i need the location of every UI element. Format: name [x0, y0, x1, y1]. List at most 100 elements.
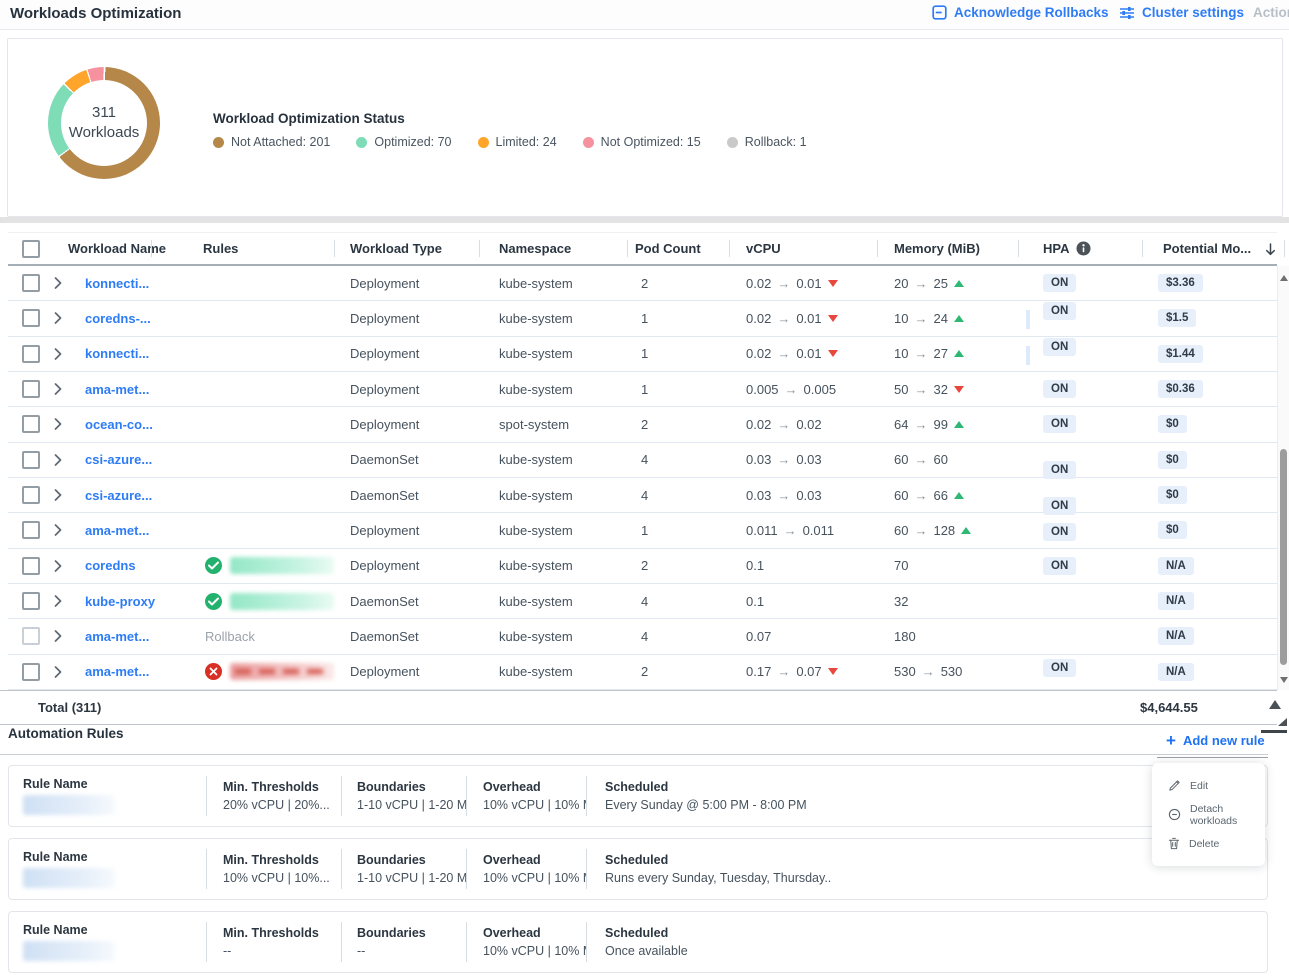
- workload-name-link[interactable]: ama-met...: [85, 629, 149, 644]
- expand-chevron-icon[interactable]: [54, 312, 62, 324]
- redacted-rule-name: [23, 795, 115, 815]
- scroll-up-arrow-icon[interactable]: [1280, 275, 1288, 281]
- detach-icon: [1168, 808, 1181, 821]
- column-header-namespace[interactable]: Namespace: [479, 233, 627, 264]
- column-header-rules[interactable]: Rules: [151, 233, 334, 264]
- redacted-rule-name: [23, 941, 115, 961]
- column-header-vcpu[interactable]: vCPU: [729, 233, 877, 264]
- sort-descending-icon[interactable]: [1264, 242, 1277, 256]
- workload-name-link[interactable]: ama-met...: [85, 382, 149, 397]
- expand-chevron-icon[interactable]: [54, 666, 62, 678]
- table-scrollbar[interactable]: [1277, 266, 1289, 690]
- section-divider: [0, 217, 1289, 223]
- scroll-down-arrow-icon[interactable]: [1280, 677, 1288, 683]
- column-header-workload-type[interactable]: Workload Type: [334, 233, 479, 264]
- expand-chevron-icon[interactable]: [54, 524, 62, 536]
- column-header-potential-savings[interactable]: Potential Mo...: [1142, 233, 1285, 264]
- row-checkbox[interactable]: [22, 345, 40, 363]
- total-savings-value: $4,644.55: [1140, 700, 1198, 715]
- expand-chevron-icon[interactable]: [54, 454, 62, 466]
- row-checkbox[interactable]: [22, 663, 40, 681]
- memory-cell: 530530: [877, 664, 1018, 679]
- automation-rule-card: Rule NameMin. Thresholds--Boundaries--Ov…: [8, 911, 1268, 973]
- workload-name-link[interactable]: csi-azure...: [85, 452, 152, 467]
- acknowledge-rollbacks-button[interactable]: Acknowledge Rollbacks: [932, 5, 1109, 20]
- add-new-rule-button[interactable]: + Add new rule: [1166, 733, 1265, 748]
- expand-chevron-icon[interactable]: [54, 277, 62, 289]
- table-row: konnecti...Deploymentkube-system20.020.0…: [8, 266, 1277, 301]
- row-checkbox[interactable]: [22, 309, 40, 327]
- row-checkbox[interactable]: [22, 274, 40, 292]
- savings-badge: $0: [1158, 486, 1187, 504]
- expand-chevron-icon[interactable]: [54, 348, 62, 360]
- workloads-table-body: konnecti...Deploymentkube-system20.020.0…: [8, 266, 1277, 690]
- select-all-checkbox[interactable]: [22, 240, 40, 258]
- row-checkbox[interactable]: [22, 380, 40, 398]
- workload-type-cell: DaemonSet: [334, 629, 479, 644]
- arrow-right-icon: [914, 311, 927, 326]
- vcpu-cell: 0.1: [729, 558, 877, 573]
- menu-item-edit[interactable]: Edit: [1152, 771, 1265, 800]
- actions-button[interactable]: Action: [1253, 5, 1289, 20]
- pod-count-cell: 4: [627, 452, 729, 467]
- workload-name-link[interactable]: kube-proxy: [85, 594, 155, 609]
- row-checkbox[interactable]: [22, 486, 40, 504]
- column-header-pod-count[interactable]: Pod Count: [627, 233, 729, 264]
- workload-name-link[interactable]: konnecti...: [85, 276, 149, 291]
- namespace-cell: kube-system: [479, 452, 627, 467]
- workload-type-cell: Deployment: [334, 523, 479, 538]
- hpa-on-badge: ON: [1043, 274, 1076, 292]
- workload-name-link[interactable]: ama-met...: [85, 664, 149, 679]
- memory-cell: 6499: [877, 417, 1018, 432]
- expand-chevron-icon[interactable]: [54, 489, 62, 501]
- workload-type-cell: Deployment: [334, 346, 479, 361]
- arrow-right-icon: [914, 382, 927, 397]
- workload-name-link[interactable]: ocean-co...: [85, 417, 153, 432]
- info-icon[interactable]: [1076, 241, 1091, 256]
- workload-type-cell: Deployment: [334, 417, 479, 432]
- vcpu-cell: 0.020.01: [729, 311, 877, 326]
- potential-savings-cell: $1.5: [1142, 309, 1285, 327]
- workload-name-link[interactable]: csi-azure...: [85, 488, 152, 503]
- arrow-right-icon: [777, 311, 790, 326]
- column-header-hpa[interactable]: HPA: [1018, 233, 1142, 264]
- expand-chevron-icon[interactable]: [54, 560, 62, 572]
- row-checkbox[interactable]: [22, 415, 40, 433]
- row-checkbox[interactable]: [22, 451, 40, 469]
- page-scrollbar-thumb[interactable]: [1278, 718, 1287, 726]
- row-checkbox[interactable]: [22, 592, 40, 610]
- page-scroll-up-icon[interactable]: [1269, 700, 1281, 709]
- row-checkbox[interactable]: [22, 627, 40, 645]
- redacted-rule-name: [23, 868, 115, 888]
- trend-up-icon: [954, 315, 964, 322]
- vcpu-cell: 0.0110.011: [729, 523, 877, 538]
- hpa-cell: ON: [1018, 486, 1142, 504]
- expand-chevron-icon[interactable]: [54, 595, 62, 607]
- hpa-cell: ON: [1018, 309, 1142, 327]
- trend-down-icon: [954, 386, 964, 393]
- legend-item: Rollback: 1: [727, 135, 807, 149]
- memory-cell: 180: [877, 629, 1018, 644]
- hpa-on-badge: ON: [1043, 415, 1076, 433]
- hpa-on-badge: ON: [1043, 497, 1076, 515]
- row-checkbox[interactable]: [22, 521, 40, 539]
- namespace-cell: kube-system: [479, 523, 627, 538]
- workload-name-link[interactable]: konnecti...: [85, 346, 149, 361]
- scrollbar-thumb[interactable]: [1280, 449, 1287, 665]
- expand-chevron-icon[interactable]: [54, 418, 62, 430]
- menu-item-detach-workloads[interactable]: Detach workloads: [1152, 800, 1265, 829]
- expand-chevron-icon[interactable]: [54, 383, 62, 395]
- expand-chevron-icon[interactable]: [54, 630, 62, 642]
- top-bar: Workloads Optimization Acknowledge Rollb…: [0, 0, 1289, 30]
- cluster-settings-button[interactable]: Cluster settings: [1119, 5, 1244, 20]
- row-checkbox[interactable]: [22, 557, 40, 575]
- menu-item-delete[interactable]: Delete: [1152, 829, 1265, 858]
- workload-name-link[interactable]: coredns-...: [85, 311, 151, 326]
- table-row: ama-met...Deploymentkube-system10.0050.0…: [8, 372, 1277, 407]
- column-header-memory[interactable]: Memory (MiB): [877, 233, 1018, 264]
- potential-savings-cell: $0: [1142, 521, 1285, 539]
- column-header-workload-name[interactable]: Workload Name: [50, 233, 151, 264]
- workload-name-link[interactable]: coredns: [85, 558, 136, 573]
- namespace-cell: kube-system: [479, 664, 627, 679]
- workload-name-link[interactable]: ama-met...: [85, 523, 149, 538]
